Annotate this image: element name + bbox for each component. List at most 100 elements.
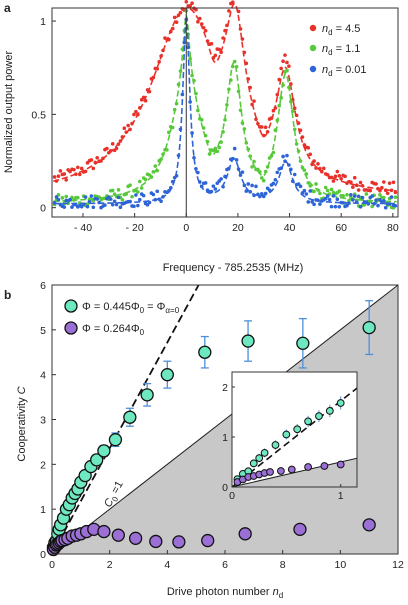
inset-y-tick-label: 2 [222,382,228,394]
panel-a-point [254,117,258,122]
panel-a-point [76,195,80,200]
panel-a-point [112,192,117,197]
panel-a-point [323,185,328,190]
panel-a-point [393,195,398,200]
panel-b-point [128,531,143,545]
panel-a-point [85,202,90,206]
panel-a-point [136,203,140,208]
panel-a-point [159,199,163,204]
panel-a-point [261,178,266,183]
inset-point [277,467,285,475]
panel-a-point [321,166,326,171]
panel-b-point [241,334,255,348]
panel-a-point [172,15,177,20]
panel-a-x-tick-label: 20 [232,222,244,234]
panel-a-point [312,202,316,207]
legend-label-nd-0.01: nd = 0.01 [322,64,367,78]
panel-a-point [275,170,280,175]
panel-a-point [112,199,117,204]
inset-point [320,462,329,470]
panel-a-point [54,195,59,199]
panel-b-point [111,528,125,542]
panel-b-point [149,534,163,549]
panel-a-point [120,198,125,202]
panel-a-point [83,169,88,174]
panel-a-point [345,192,349,197]
panel-a-point [312,189,316,194]
panel-a-y-axis-title: Normalized output power [3,51,15,174]
panel-b-point [362,518,376,532]
legend-marker-nd-0.01 [309,65,317,73]
panel-a-point [250,165,254,169]
panel-a-point [139,186,144,190]
panel-a-x-tick-label: 80 [387,222,399,234]
panel-b-x-tick-label: 2 [107,559,113,571]
panel-a-point [308,152,313,157]
panel-a-point [310,200,314,204]
inset-x-tick-label: 1 [338,490,344,502]
panel-letter-b: b [4,288,11,302]
panel-a-point [209,41,214,46]
panel-b-point [172,535,186,549]
panel-a-axes: - 40 - 20 0 20 40 60 80 0 0.5 1 [31,7,399,234]
panel-a-point [318,191,322,196]
panel-a-point [64,194,69,199]
panel-a-point [316,162,320,166]
inset-point [315,412,323,421]
panel-a-point [285,153,289,158]
panel-a-y-tick-label: 1 [40,16,46,28]
panel-b-boundary-line [51,284,399,555]
panel-a-x-tick-label: 0 [183,222,189,234]
inset-y-tick-label: 0 [222,482,228,494]
panel-a-point [188,4,192,8]
panel-a-point [275,92,280,97]
panel-a-point [151,75,156,80]
panel-b-x-tick-label: 8 [280,559,286,571]
panel-a-point [108,197,113,201]
panel-a-point [240,170,245,174]
legend-marker-phi-0.264 [64,321,78,335]
panel-a-point [292,172,297,177]
panel-a-point [188,56,192,61]
panel-a-point [352,194,357,198]
panel-a-point [137,197,142,202]
panel-b-point [293,522,307,536]
panel-a-x-tick-label: - 40 [74,222,92,234]
panel-a-point [211,184,216,188]
panel-a-point [323,196,328,201]
panel-a-point [76,165,80,170]
panel-a-point [132,112,136,117]
panel-b-x-tick-label: 4 [164,559,170,571]
panel-a-point [289,99,293,104]
panel-a-point [308,189,313,193]
inset-point [271,441,280,449]
panel-a-point [279,66,283,71]
panel-a-point [374,198,378,202]
panel-b-y-axis-title: Cooperativity C [16,386,28,461]
panel-a-point [246,182,251,186]
panel-a-point [217,47,221,52]
panel-a-point [331,194,336,198]
panel-a-x-tick-label: 60 [335,222,347,234]
panel-b-series-layer [46,300,376,557]
panel-a-point [52,175,57,179]
panel-b-point [140,388,154,402]
panel-a-point [89,158,94,162]
panel-a-point [391,180,396,185]
inset-y-tick-label: 1 [222,432,228,444]
panel-a-point [83,195,88,199]
panel-a-point [155,189,160,194]
panel-a-point [329,187,334,192]
panel-a-point [252,159,256,164]
panel-a-point [254,184,258,189]
panel-a-point [298,184,303,189]
panel-a-point [360,195,365,200]
inset-point [255,454,264,463]
panel-a-point [306,200,311,204]
panel-a-point [351,185,355,189]
panel-a-point [381,180,386,184]
panel-a-point [281,154,285,159]
panel-a-point [341,194,345,198]
